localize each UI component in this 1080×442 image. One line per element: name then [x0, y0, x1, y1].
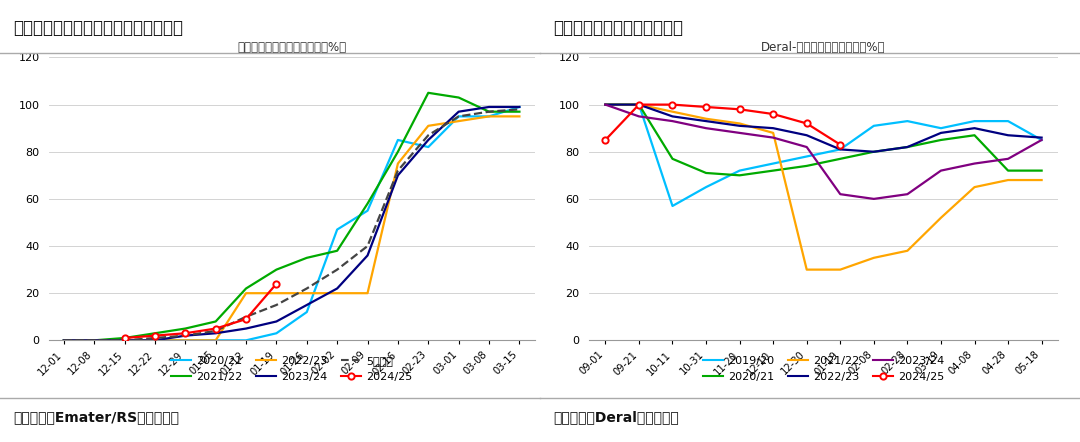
- Text: 图表来源：Deral，国富期货: 图表来源：Deral，国富期货: [554, 411, 679, 425]
- Legend: 2019/20, 2020/21, 2021/22, 2022/23, 2023/24, 2024/25: 2019/20, 2020/21, 2021/22, 2022/23, 2023…: [702, 356, 945, 382]
- Title: Deral-帕拉纳州大豆优良率（%）: Deral-帕拉纳州大豆优良率（%）: [761, 41, 886, 53]
- Text: 图：南里奥格兰德州部分大豆进入花期: 图：南里奥格兰德州部分大豆进入花期: [13, 19, 184, 37]
- Text: 图：帕拉纳州大豆优良率下滑: 图：帕拉纳州大豆优良率下滑: [554, 19, 684, 37]
- Title: 南里奥格兰德州大豆开花率（%）: 南里奥格兰德州大豆开花率（%）: [237, 41, 347, 53]
- Text: 数据来源：Emater/RS，国富期货: 数据来源：Emater/RS，国富期货: [13, 411, 179, 425]
- Legend: 2020/21, 2021/22, 2022/23, 2023/24, 5年均值, 2024/25: 2020/21, 2021/22, 2022/23, 2023/24, 5年均值…: [171, 356, 413, 382]
